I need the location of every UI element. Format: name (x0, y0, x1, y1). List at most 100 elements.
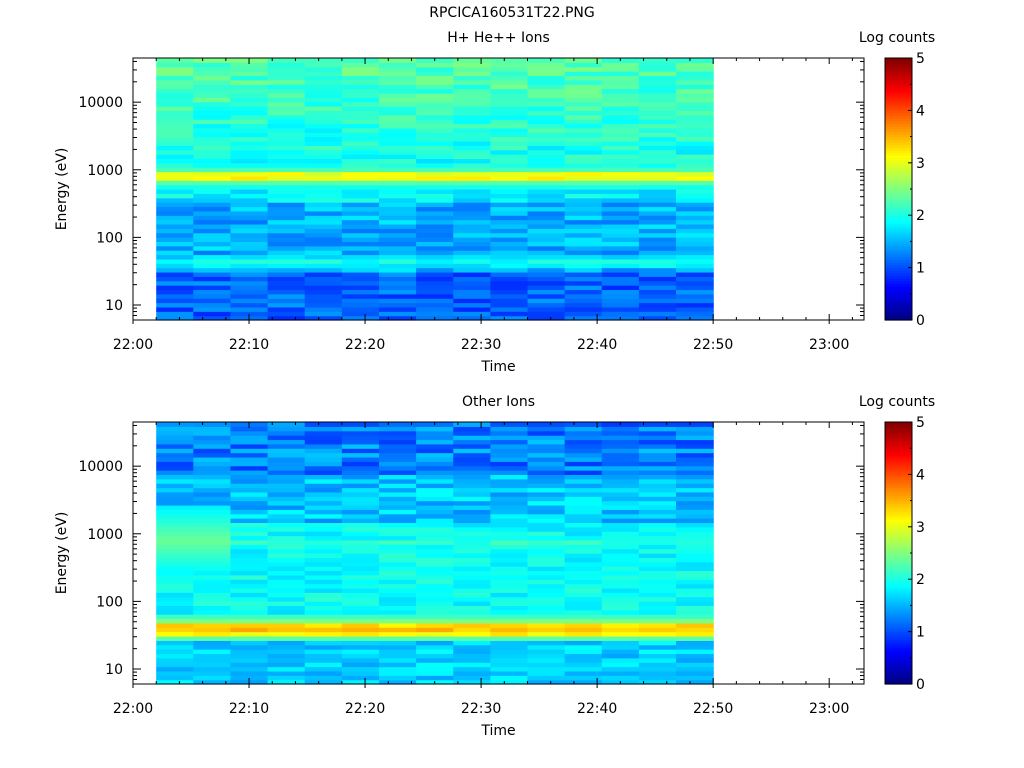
heatmap-cell (156, 311, 194, 317)
heatmap-cell (453, 535, 491, 541)
colorbar-segment (885, 115, 912, 119)
heatmap-cell (564, 167, 603, 173)
heatmap-cell (230, 666, 269, 672)
heatmap-cell (564, 232, 603, 238)
heatmap-cell (453, 605, 491, 611)
heatmap-cell (527, 271, 566, 277)
heatmap-cell (490, 640, 529, 646)
colorbar-segment (885, 634, 912, 638)
heatmap-cell (527, 219, 566, 225)
heatmap-cell (416, 509, 454, 515)
heatmap-cell (416, 456, 454, 462)
heatmap-cell (156, 439, 194, 445)
heatmap-cell (230, 202, 269, 208)
colorbar-segment (885, 516, 912, 520)
heatmap-cell (267, 106, 306, 111)
heatmap-cell (304, 605, 343, 611)
heatmap-cell (676, 649, 714, 655)
heatmap-cell (378, 470, 417, 475)
heatmap-cell (378, 267, 417, 273)
heatmap-cell (638, 618, 677, 624)
heatmap-cell (601, 535, 640, 541)
heatmap-cell (156, 509, 194, 515)
heatmap-cell (527, 154, 566, 160)
heatmap-cell (230, 158, 269, 164)
colorbar-segment (885, 99, 912, 104)
heatmap-cell (527, 88, 566, 94)
heatmap-cell (378, 119, 417, 125)
heatmap-cell (564, 276, 603, 282)
heatmap-cell (193, 452, 232, 458)
colorbar-segment (885, 251, 912, 256)
heatmap-cell (490, 298, 529, 304)
heatmap-cell (230, 443, 269, 449)
heatmap-cell (378, 184, 417, 190)
heatmap-cell (527, 509, 566, 515)
colorbar-segment (885, 424, 912, 428)
heatmap-cell (416, 258, 454, 264)
heatmap-cell (564, 470, 603, 475)
heatmap-cell (527, 474, 566, 480)
heatmap-cell (416, 426, 454, 432)
heatmap-cell (267, 622, 306, 628)
heatmap-cell (156, 670, 194, 676)
heatmap-cell (564, 461, 603, 467)
heatmap-cell (156, 171, 194, 177)
heatmap-cell (490, 649, 529, 655)
heatmap-cell (527, 627, 566, 633)
heatmap-cell (453, 84, 491, 90)
heatmap-cell (193, 171, 232, 177)
heatmap-cell (341, 614, 380, 620)
heatmap-cell (193, 430, 232, 436)
heatmap-cell (527, 566, 566, 572)
heatmap-cell (564, 513, 603, 519)
heatmap-cell (416, 618, 454, 624)
heatmap-cell (304, 452, 343, 458)
heatmap-cell (341, 66, 380, 72)
colorbar-segment (885, 84, 912, 88)
heatmap-cell (304, 557, 343, 563)
heatmap-cell (378, 110, 417, 116)
heatmap-cell (230, 609, 269, 615)
heatmap-cell (378, 311, 417, 317)
heatmap-cell (416, 439, 454, 445)
heatmap-cell (193, 280, 232, 286)
heatmap-cell (378, 250, 417, 256)
heatmap-cell (193, 232, 232, 238)
heatmap-cell (416, 649, 454, 655)
heatmap-cell (601, 119, 640, 125)
heatmap-cell (638, 167, 677, 173)
heatmap-cell (193, 197, 232, 203)
colorbar-segment (885, 249, 912, 253)
heatmap-cell (193, 531, 232, 537)
heatmap-cell (453, 145, 491, 151)
heatmap-cell (527, 223, 566, 229)
heatmap-cell (378, 653, 417, 659)
colorbar-segment (885, 668, 912, 672)
heatmap-cell (453, 219, 491, 225)
colorbar-segment (885, 280, 912, 284)
heatmap-cell (230, 184, 269, 190)
heatmap-cell (267, 657, 306, 663)
heatmap-cell (267, 263, 306, 269)
heatmap-cell (193, 285, 232, 291)
heatmap-cell (341, 491, 380, 497)
heatmap-cell (156, 75, 194, 81)
heatmap-cell (156, 254, 194, 260)
heatmap-cell (304, 666, 343, 672)
colorbar-segment (885, 304, 912, 308)
heatmap-cell (564, 184, 603, 190)
heatmap-cell (267, 62, 306, 68)
figure-title: RPCICA160531T22.PNG (429, 5, 595, 21)
heatmap-cell (267, 439, 306, 445)
colorbar-tick-label: 0 (916, 313, 925, 329)
heatmap-cell (564, 574, 603, 580)
heatmap-cell (527, 71, 566, 77)
heatmap-cell (564, 666, 603, 672)
colorbar-tick-label: 1 (916, 261, 925, 277)
heatmap-cell (416, 496, 454, 502)
heatmap-cell (601, 675, 640, 681)
heatmap-cell (304, 422, 343, 427)
heatmap-cell (601, 237, 640, 242)
heatmap-cell (416, 101, 454, 107)
